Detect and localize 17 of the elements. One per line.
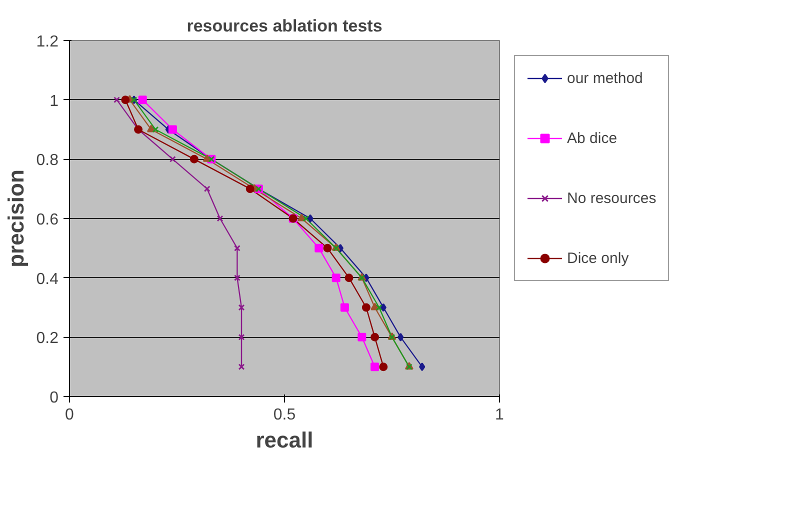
y-axis-title: precision [3, 170, 28, 268]
legend-label: Dice only [567, 250, 629, 266]
y-tick-label: 0.2 [36, 330, 59, 348]
x-tick-label: 0 [65, 406, 74, 424]
legend-label: our method [567, 70, 643, 86]
y-tick-label: 0.6 [36, 212, 59, 228]
legend-label: No resources [567, 190, 656, 206]
y-tick-label: 0.4 [36, 270, 59, 288]
y-tick-label: 1.2 [36, 34, 59, 50]
y-tick-label: 1 [50, 92, 59, 110]
x-tick-label: 1 [495, 406, 504, 424]
y-tick-label: 0 [50, 390, 59, 406]
chart-title: resources ablation tests [186, 16, 382, 36]
legend-label: Ab dice [567, 130, 618, 146]
x-axis-title: recall [256, 428, 314, 452]
y-tick-label: 0.8 [36, 152, 59, 170]
x-tick-label: 0.5 [273, 406, 296, 424]
